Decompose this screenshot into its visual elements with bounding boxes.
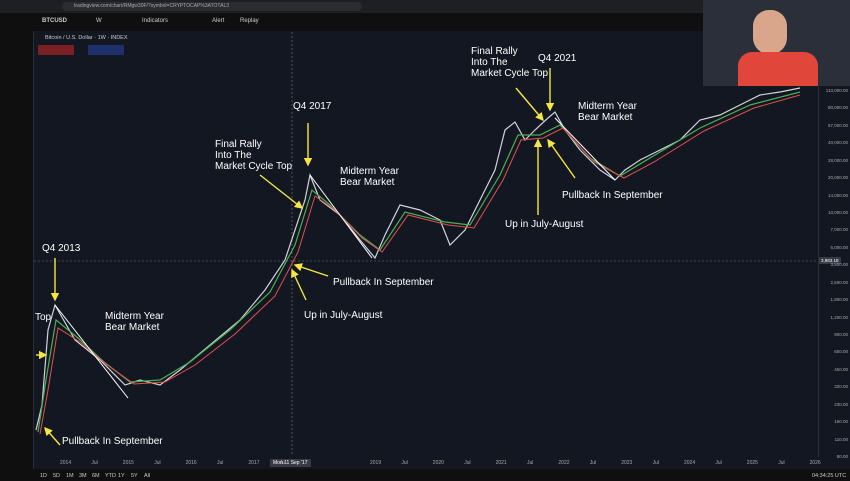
range-button[interactable]: 5D bbox=[53, 473, 61, 479]
price-label: 57,000.00 bbox=[827, 122, 848, 128]
time-label: 2020 bbox=[432, 460, 444, 466]
clock: 04:34:25 UTC bbox=[812, 473, 847, 479]
trend-arrow bbox=[54, 304, 129, 399]
range-button[interactable]: 3M bbox=[79, 473, 87, 479]
indicators-button[interactable]: Indicators bbox=[142, 18, 169, 24]
range-button[interactable]: 5Y bbox=[131, 473, 138, 479]
time-label: Jul bbox=[652, 460, 659, 466]
price-label: 7,000.00 bbox=[830, 227, 848, 233]
price-label: 1,800.00 bbox=[830, 297, 848, 303]
range-button[interactable]: 1D bbox=[40, 473, 48, 479]
annotation: Up in July-August bbox=[505, 219, 584, 230]
interval[interactable]: W bbox=[96, 18, 102, 24]
annotation: Pullback In September bbox=[333, 277, 434, 288]
annotation: Pullback In September bbox=[62, 436, 163, 447]
annotation: Up in July-August bbox=[304, 310, 383, 321]
annotation: Q4 2021 bbox=[538, 53, 577, 64]
time-label: 2023 bbox=[621, 460, 633, 466]
drawing-tools bbox=[0, 31, 34, 471]
range-button[interactable]: 6M bbox=[92, 473, 100, 479]
price-label: 10,000.00 bbox=[827, 210, 848, 215]
alert-button[interactable]: Alert bbox=[212, 18, 225, 24]
price-label: 1,200.00 bbox=[830, 314, 848, 320]
replay-button[interactable]: Replay bbox=[240, 18, 259, 24]
url: tradingview.com/chart/RMgw30F/?symbol=CR… bbox=[74, 3, 230, 9]
range-button[interactable]: YTD bbox=[105, 473, 116, 479]
annotation: Final Rally Into The Market Cycle Top bbox=[471, 46, 549, 79]
sell-button[interactable] bbox=[38, 45, 74, 55]
price-label: 450.00 bbox=[834, 366, 848, 372]
time-label: Jul bbox=[217, 460, 224, 466]
time-label: Jul bbox=[715, 460, 722, 466]
buy-button[interactable] bbox=[88, 45, 124, 55]
price-axis bbox=[818, 31, 850, 457]
range-button[interactable]: All bbox=[144, 473, 151, 479]
price-label: 230.00 bbox=[834, 401, 848, 407]
symbol[interactable]: BTCUSD bbox=[42, 18, 67, 24]
annotation: Final Rally Into The Market Cycle Top bbox=[215, 139, 293, 172]
annotation: Q4 2013 bbox=[42, 243, 81, 254]
time-label: 2026 bbox=[809, 460, 821, 466]
price-line bbox=[35, 87, 801, 431]
time-label: 2016 bbox=[185, 460, 197, 466]
time-label: Jul bbox=[154, 460, 161, 466]
time-label: 2017 bbox=[248, 460, 260, 466]
time-label: Jul bbox=[279, 460, 287, 466]
range-button[interactable]: 1M bbox=[66, 473, 74, 479]
face bbox=[753, 10, 787, 54]
time-label: 2024 bbox=[684, 460, 696, 466]
annotation: Top bbox=[35, 312, 52, 323]
price-label: 110.00 bbox=[834, 436, 848, 442]
crosshair-price: 3,983.18 bbox=[819, 257, 841, 264]
price-label: 80,000.00 bbox=[827, 105, 848, 111]
price-label: 5,000.00 bbox=[830, 244, 848, 250]
time-label: 2022 bbox=[558, 460, 570, 466]
price-label: 28,000.00 bbox=[827, 157, 848, 163]
annotation: Midterm Year Bear Market bbox=[340, 166, 399, 188]
price-label: 320.00 bbox=[834, 384, 848, 390]
annotation: Midterm Year Bear Market bbox=[105, 311, 164, 333]
price-label: 40,000.00 bbox=[827, 140, 848, 146]
time-label: 2015 bbox=[122, 460, 134, 466]
price-label: 110,000.00 bbox=[825, 88, 848, 93]
price-label: 650.00 bbox=[834, 349, 848, 355]
ma-red bbox=[39, 94, 801, 435]
webcam bbox=[703, 0, 850, 86]
time-label: 2019 bbox=[370, 460, 382, 466]
time-label: Jul bbox=[527, 460, 534, 466]
price-label: 20,000.00 bbox=[827, 175, 848, 181]
chart-legend: Bitcoin / U.S. Dollar · 1W · INDEX bbox=[45, 35, 128, 41]
time-label: Jul bbox=[589, 460, 597, 466]
annotation: Pullback In September bbox=[562, 190, 663, 201]
time-label: Jul bbox=[91, 460, 98, 466]
time-label: Jul bbox=[464, 460, 471, 466]
price-label: 2,500.00 bbox=[830, 279, 848, 285]
address-bar[interactable] bbox=[62, 2, 362, 11]
time-label: Jul bbox=[401, 460, 408, 466]
ma-green bbox=[37, 91, 801, 433]
crosshair-date: Mon 11 Sep '17 bbox=[270, 459, 311, 467]
price-label: 160.00 bbox=[834, 419, 848, 425]
bottom-bar bbox=[0, 469, 850, 481]
time-label: 2025 bbox=[746, 460, 758, 466]
trend-arrow bbox=[554, 117, 616, 181]
time-label: Jul bbox=[778, 460, 785, 466]
shirt bbox=[738, 52, 818, 86]
price-label: 80.00 bbox=[836, 454, 848, 459]
annotation: Midterm Year Bear Market bbox=[578, 101, 637, 123]
top-toolbar bbox=[0, 13, 850, 31]
price-label: 900.00 bbox=[834, 332, 848, 337]
price-label: 3,500.00 bbox=[830, 262, 848, 268]
price-label: 14,000.00 bbox=[827, 192, 848, 198]
annotation-arrows bbox=[36, 68, 576, 446]
time-label: 2021 bbox=[495, 460, 507, 466]
trend-arrow bbox=[309, 174, 373, 259]
time-label: 2014 bbox=[60, 460, 72, 466]
annotation: Q4 2017 bbox=[293, 101, 332, 112]
range-button[interactable]: 1Y bbox=[118, 473, 125, 479]
